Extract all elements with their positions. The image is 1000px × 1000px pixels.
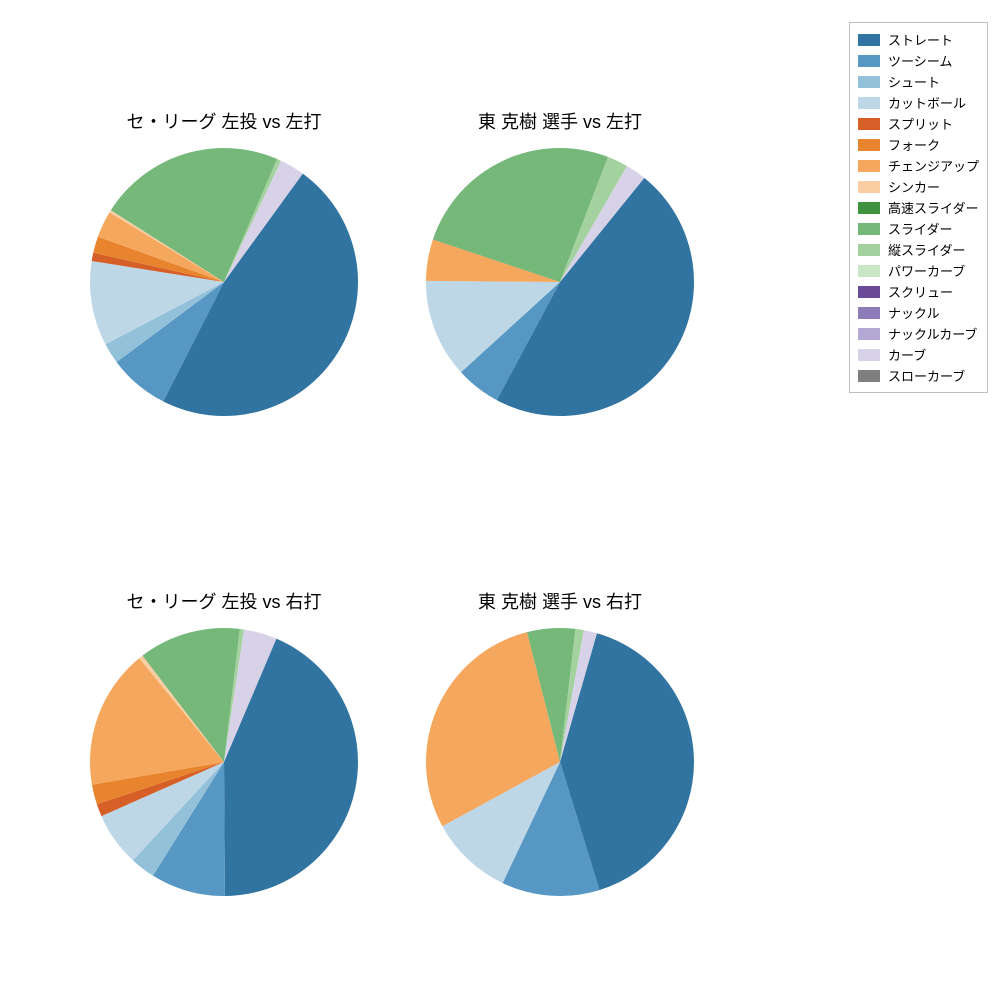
legend-swatch (858, 202, 880, 214)
legend-swatch (858, 223, 880, 235)
legend-label: スローカーブ (888, 366, 965, 385)
legend-item: シンカー (858, 176, 979, 197)
legend-swatch (858, 286, 880, 298)
legend-item: ツーシーム (858, 50, 979, 71)
legend-label: シンカー (888, 177, 940, 196)
legend-item: パワーカーブ (858, 260, 979, 281)
legend-swatch (858, 118, 880, 130)
pie-chart (88, 626, 360, 898)
legend-label: フォーク (888, 135, 940, 154)
pie-chart (424, 626, 696, 898)
legend-swatch (858, 244, 880, 256)
legend-swatch (858, 160, 880, 172)
legend-item: スプリット (858, 113, 979, 134)
legend-label: チェンジアップ (888, 156, 979, 175)
legend-label: ナックル (888, 303, 940, 322)
legend-swatch (858, 265, 880, 277)
legend-swatch (858, 139, 880, 151)
legend-label: 縦スライダー (888, 240, 965, 259)
legend-swatch (858, 349, 880, 361)
legend-label: カットボール (888, 93, 966, 112)
legend: ストレートツーシームシュートカットボールスプリットフォークチェンジアップシンカー… (849, 22, 988, 393)
legend-swatch (858, 76, 880, 88)
legend-item: チェンジアップ (858, 155, 979, 176)
legend-label: シュート (888, 72, 940, 91)
pie-chart (424, 146, 696, 418)
legend-item: シュート (858, 71, 979, 92)
legend-item: カーブ (858, 344, 979, 365)
legend-label: スクリュー (888, 282, 953, 301)
legend-swatch (858, 370, 880, 382)
legend-item: スローカーブ (858, 365, 979, 386)
figure: ストレートツーシームシュートカットボールスプリットフォークチェンジアップシンカー… (0, 0, 1000, 1000)
legend-label: ストレート (888, 30, 953, 49)
legend-item: カットボール (858, 92, 979, 113)
legend-swatch (858, 55, 880, 67)
legend-swatch (858, 97, 880, 109)
legend-item: フォーク (858, 134, 979, 155)
legend-swatch (858, 307, 880, 319)
legend-swatch (858, 181, 880, 193)
legend-label: スプリット (888, 114, 953, 133)
legend-swatch (858, 328, 880, 340)
legend-item: ナックルカーブ (858, 323, 979, 344)
legend-item: ナックル (858, 302, 979, 323)
legend-item: ストレート (858, 29, 979, 50)
legend-label: 高速スライダー (888, 198, 978, 217)
pie-chart (88, 146, 360, 418)
chart-title: 東 克樹 選手 vs 右打 (410, 588, 710, 614)
legend-swatch (858, 34, 880, 46)
legend-item: 縦スライダー (858, 239, 979, 260)
chart-title: セ・リーグ 左投 vs 右打 (74, 588, 374, 614)
chart-title: 東 克樹 選手 vs 左打 (410, 108, 710, 134)
legend-label: パワーカーブ (888, 261, 965, 280)
legend-label: ナックルカーブ (888, 324, 977, 343)
legend-item: スライダー (858, 218, 979, 239)
legend-item: 高速スライダー (858, 197, 979, 218)
legend-item: スクリュー (858, 281, 979, 302)
legend-label: スライダー (888, 219, 952, 238)
legend-label: ツーシーム (888, 51, 952, 70)
legend-label: カーブ (888, 345, 926, 364)
chart-title: セ・リーグ 左投 vs 左打 (74, 108, 374, 134)
